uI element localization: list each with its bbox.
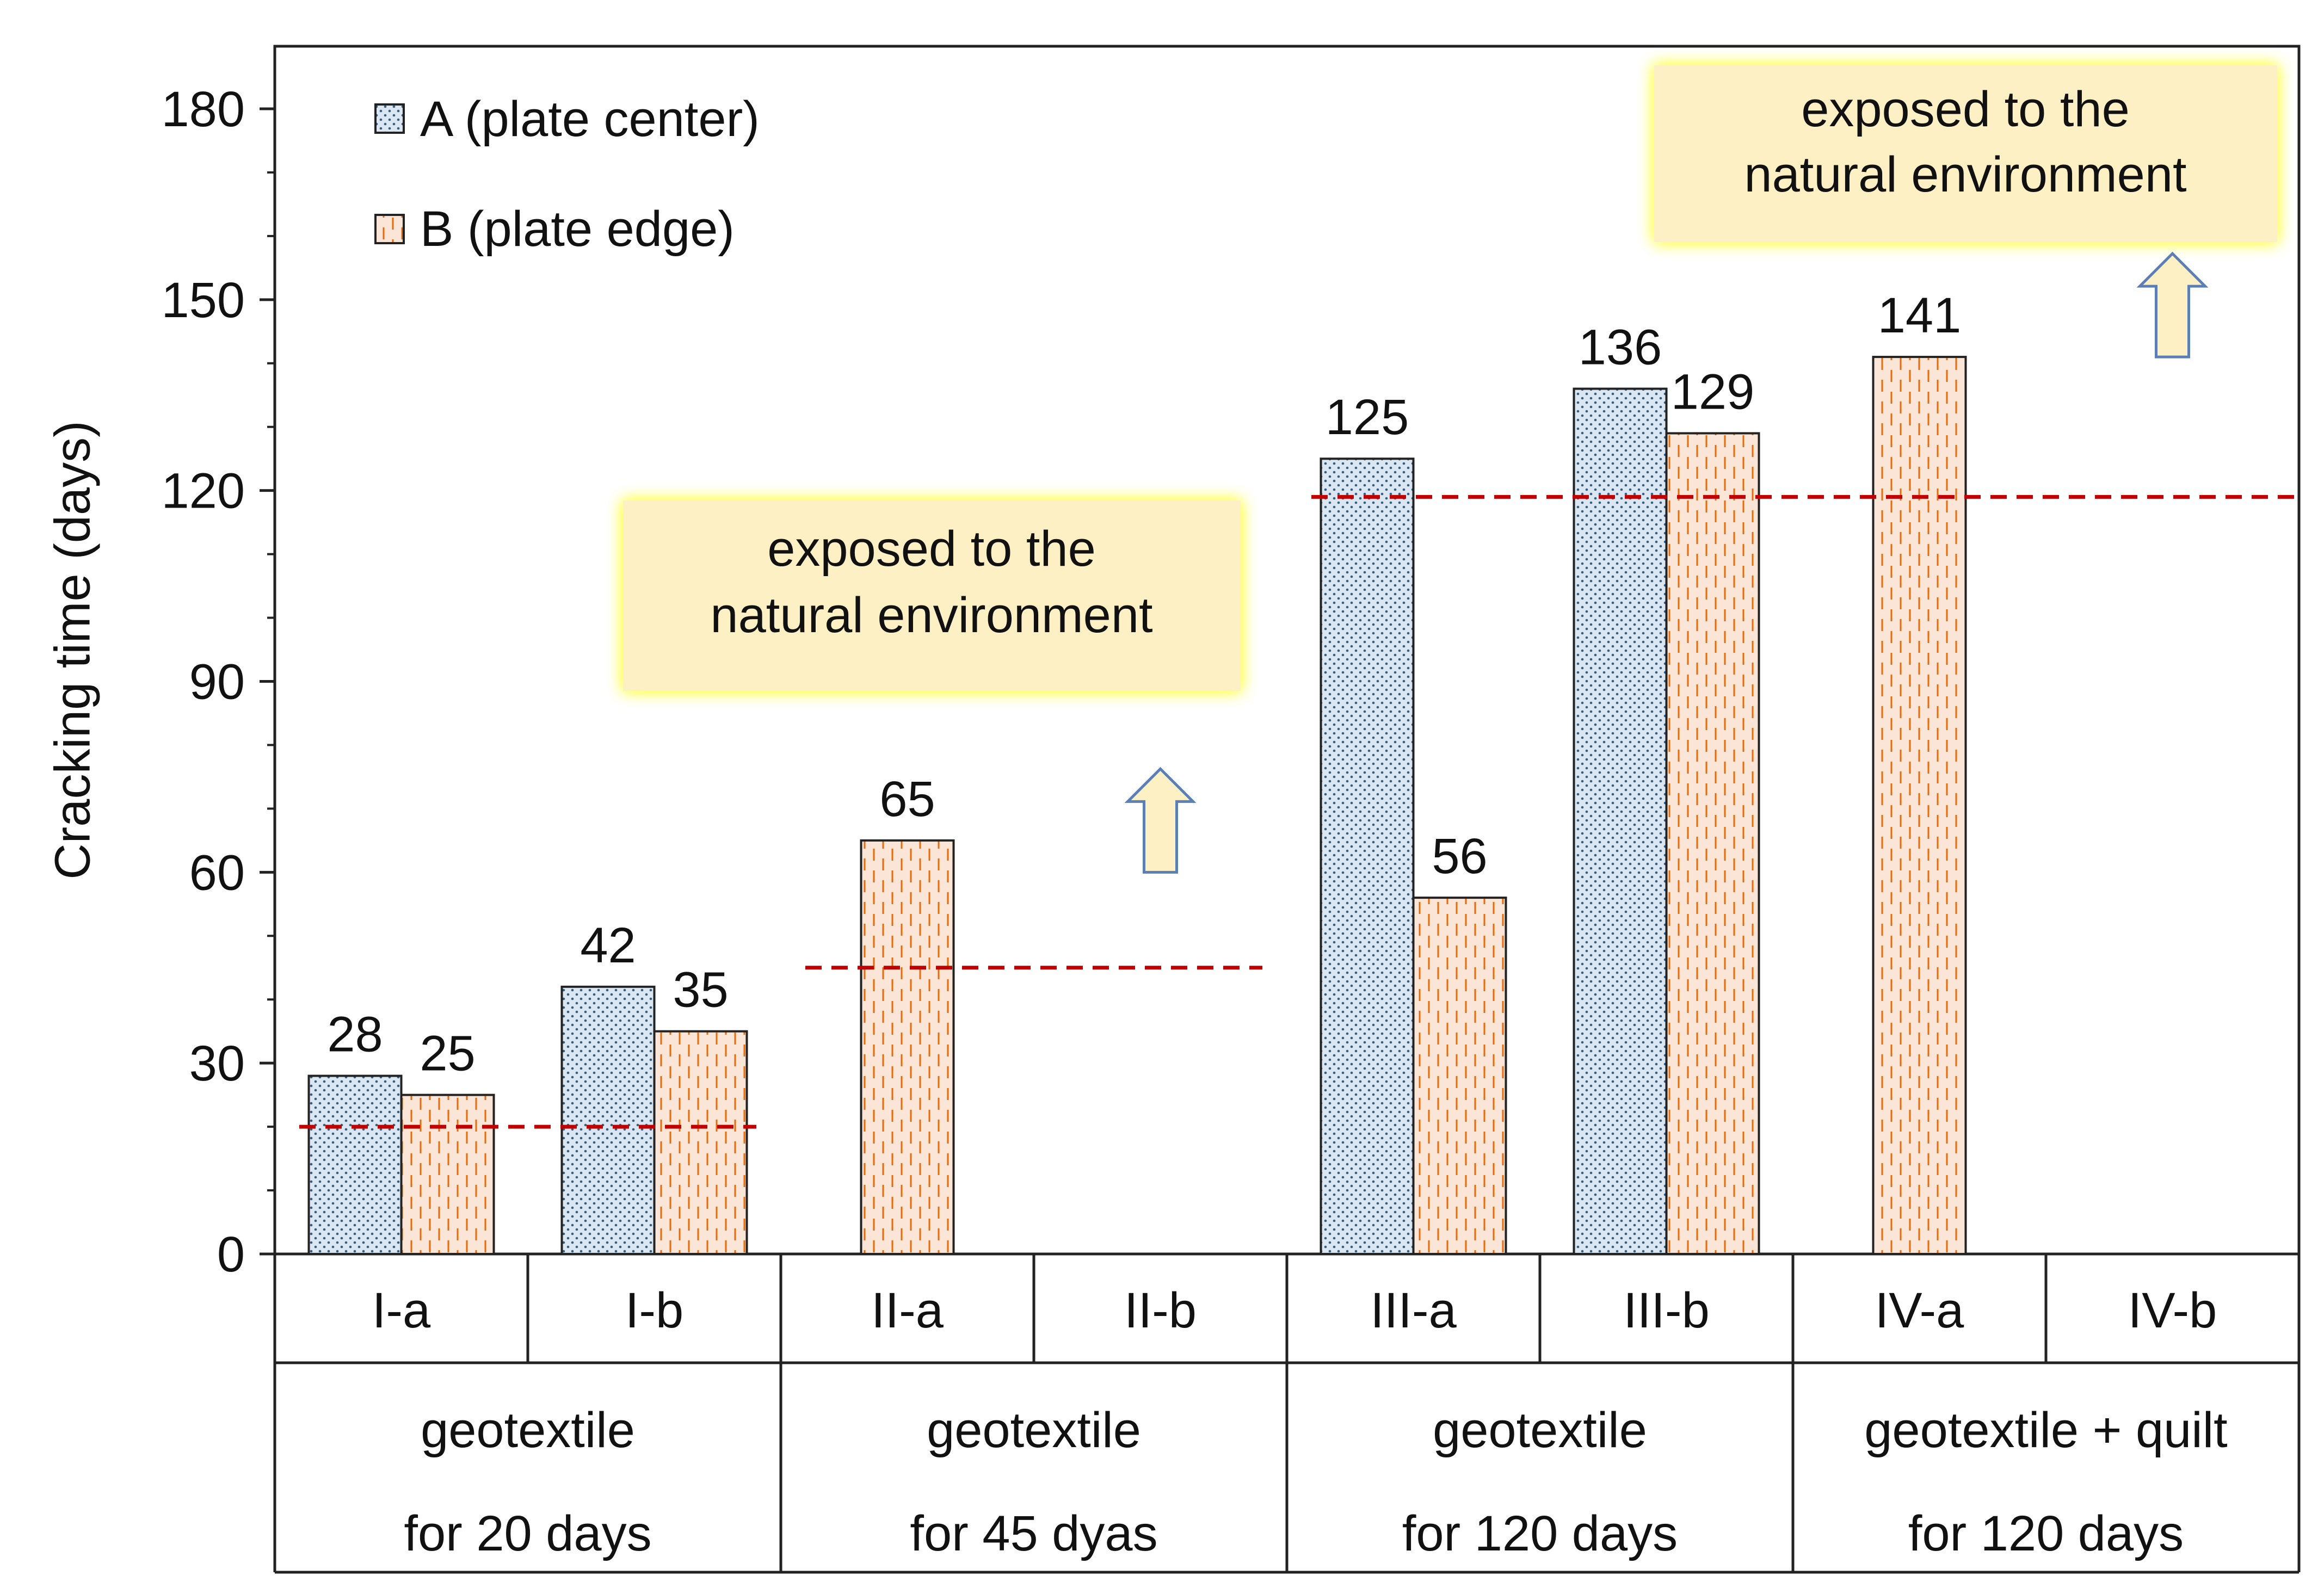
category-label: III-b (1623, 1283, 1709, 1338)
group-label-line-1: geotextile (927, 1402, 1141, 1458)
group-label-line-2: for 20 days (404, 1506, 651, 1561)
annotation-2-line-2: natural environment (1744, 147, 2186, 202)
group-label-line-1: geotextile (1433, 1402, 1647, 1458)
data-label: 141 (1878, 288, 1962, 343)
bars (307, 356, 1967, 1256)
up-arrow-icon (2136, 251, 2209, 359)
bar-b-iv-a (1872, 356, 1967, 1255)
bar-b-i-a (400, 1093, 495, 1256)
group-label-line-2: for 120 days (1908, 1506, 2184, 1561)
y-axis: 0 30 60 90 120 150 180 (162, 82, 275, 1282)
category-label: IV-a (1875, 1283, 1964, 1338)
y-tick-label: 90 (189, 654, 245, 710)
bar-b-ii-a (860, 839, 955, 1255)
category-label: II-a (871, 1283, 944, 1338)
y-tick-label: 0 (217, 1227, 245, 1282)
legend-label-a: A (plate center) (420, 91, 760, 147)
data-label: 65 (879, 771, 935, 827)
y-tick-label: 30 (189, 1036, 245, 1091)
data-label: 129 (1671, 364, 1755, 419)
up-arrows (1124, 251, 2209, 874)
category-table: I-a I-b II-a II-b III-a III-b IV-a IV-b geotexti… (273, 1254, 2301, 1574)
y-tick-label: 180 (162, 82, 245, 137)
bar-b-iii-a (1412, 897, 1507, 1255)
annotation-box-2: exposed to the natural environment (1654, 65, 2277, 242)
data-label: 136 (1579, 320, 1662, 375)
annotation-box-2-bg (1654, 65, 2277, 242)
bar-a-i-b (560, 985, 656, 1256)
up-arrow-icon (1124, 767, 1197, 874)
data-label: 56 (1432, 829, 1487, 884)
bar-b-i-b (653, 1030, 748, 1255)
legend-swatch-a (374, 103, 405, 134)
y-tick-label: 150 (162, 273, 245, 328)
group-label-line-1: geotextile (421, 1402, 635, 1458)
y-axis-title: Cracking time (days) (45, 421, 100, 880)
group-label-line-2: for 45 dyas (910, 1506, 1157, 1561)
bar-a-i-a (307, 1074, 403, 1255)
y-tick-label: 60 (189, 845, 245, 900)
reference-lines (299, 495, 2299, 1129)
data-label: 42 (580, 918, 636, 973)
annotation-box-1-bg (623, 501, 1241, 691)
legend-swatch-b (374, 214, 405, 244)
group-label-line-2: for 120 days (1402, 1506, 1678, 1561)
legend: A (plate center) B (plate edge) (374, 91, 760, 257)
annotation-box-1: exposed to the natural environment (623, 501, 1241, 691)
category-label: III-a (1370, 1283, 1457, 1338)
y-tick-label: 120 (162, 464, 245, 519)
annotation-1-line-2: natural environment (710, 588, 1152, 643)
category-label: I-a (372, 1283, 431, 1338)
legend-label-b: B (plate edge) (420, 201, 735, 257)
data-label: 28 (327, 1007, 383, 1062)
category-label: II-b (1124, 1283, 1197, 1338)
bar-b-iii-b (1665, 432, 1760, 1256)
category-label: I-b (625, 1283, 683, 1338)
annotation-2-line-1: exposed to the (1801, 82, 2130, 137)
data-label: 25 (420, 1026, 475, 1082)
annotation-1-line-1: exposed to the (767, 521, 1096, 577)
group-label-line-1: geotextile + quilt (1864, 1402, 2227, 1458)
data-label: 125 (1326, 390, 1409, 445)
data-label: 35 (673, 962, 728, 1018)
category-label: IV-b (2128, 1283, 2217, 1338)
bar-a-iii-a (1320, 458, 1415, 1255)
bar-a-iii-b (1573, 387, 1668, 1255)
